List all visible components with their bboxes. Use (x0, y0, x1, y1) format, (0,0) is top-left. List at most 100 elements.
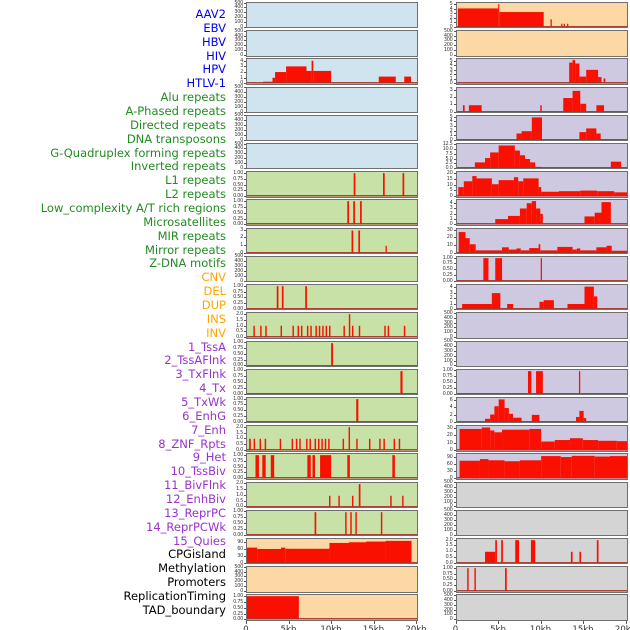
y-tick-mark (453, 35, 456, 37)
y-tick-mark (244, 190, 246, 192)
track-panel-tad-boundary (455, 594, 628, 621)
y-tick-label: 90 (446, 454, 453, 461)
y-tick-mark (453, 382, 456, 383)
y-tick-label: 3 (240, 226, 243, 233)
y-tick-label: 200 (443, 42, 453, 49)
y-tick-mark (244, 55, 246, 57)
y-tick-label: 0.75 (233, 401, 243, 408)
y-tick-label: 100 (234, 583, 243, 590)
y-tick-label: 200 (443, 521, 453, 528)
y-tick-label: 0 (449, 249, 453, 256)
y-tick-label: 500 (234, 27, 243, 34)
y-tick-label: 100 (443, 329, 453, 336)
y-tick-label: 300 (443, 488, 453, 495)
y-tick-mark (244, 2, 246, 4)
track-panel-11-bivflnk (455, 340, 628, 367)
y-tick-label: 1 (240, 241, 243, 248)
x-tick-mark (416, 621, 417, 625)
y-tick-mark (453, 327, 456, 329)
track-data-inv (457, 31, 627, 55)
track-label-7-enh: 7_Enh (191, 422, 226, 437)
y-tick-label: 15 (446, 175, 453, 182)
y-tick-label: 12.5 (442, 141, 453, 148)
y-tick-label: 200 (234, 268, 243, 275)
track-panel-a-phased-repeats (246, 199, 418, 226)
y-tick-mark (453, 400, 456, 402)
y-tick-mark (244, 101, 246, 103)
track-data-5-txwk (456, 176, 627, 197)
y-tick-mark (453, 482, 456, 484)
y-tick-label: 500 (234, 112, 243, 119)
y-tick-label: 0 (240, 277, 243, 284)
y-tick-mark (244, 206, 246, 208)
y-tick-label: 0.50 (233, 463, 243, 470)
track-label-9-het: 9_Het (192, 450, 226, 465)
y-tick-label: 0 (449, 334, 453, 341)
y-tick-mark (453, 50, 456, 52)
track-panel-cpgisland (455, 481, 628, 508)
y-tick-mark (244, 309, 246, 310)
y-tick-mark (453, 125, 456, 127)
y-tick-mark (453, 135, 456, 137)
track-panel-15-quies (455, 453, 628, 480)
track-panel-directed-repeats (246, 227, 418, 255)
y-tick-mark (244, 472, 246, 474)
y-tick-mark (244, 77, 246, 79)
y-tick-label: 1 (449, 132, 453, 139)
track-data-inverted-repeats (247, 314, 417, 338)
y-tick-mark (244, 450, 246, 452)
track-data-low-complexity-a-t-rich-regions (247, 399, 417, 423)
y-tick-label: 100 (234, 19, 243, 26)
y-tick-mark (244, 303, 246, 305)
y-tick-label: 100 (234, 47, 243, 54)
y-tick-label: 2 (449, 71, 453, 78)
y-tick-mark (244, 196, 246, 198)
track-label-htlv-1: HTLV-1 (186, 76, 226, 91)
y-tick-mark (244, 455, 246, 457)
y-tick-mark (244, 444, 246, 446)
y-tick-mark (244, 586, 246, 588)
y-tick-mark (244, 66, 246, 68)
y-tick-label: 1.0 (445, 548, 453, 555)
y-tick-mark (244, 478, 246, 480)
y-tick-mark (244, 178, 246, 180)
track-label-hiv: HIV (206, 48, 226, 63)
y-tick-label: 0.50 (233, 209, 243, 216)
track-label-13-reprpc: 13_ReprPC (164, 505, 226, 520)
y-tick-label: 0.75 (442, 570, 453, 577)
track-data-15-quies (456, 456, 627, 479)
y-tick-label: 1.00 (442, 254, 453, 261)
y-tick-mark (453, 393, 456, 395)
y-tick-mark (453, 545, 456, 547)
y-tick-mark (453, 345, 456, 347)
y-tick-mark (244, 460, 246, 462)
track-data-11-bivflnk (457, 342, 627, 366)
y-tick-label: 3 (449, 205, 453, 212)
y-tick-mark (244, 591, 246, 593)
y-tick-label: 1.0 (235, 435, 243, 442)
track-label-mirror-repeats: Mirror repeats (144, 242, 226, 257)
y-tick-label: 1.0 (235, 322, 243, 329)
y-tick-mark (244, 229, 246, 231)
y-tick-mark (244, 494, 246, 496)
track-panel-mir-repeats (246, 453, 418, 480)
y-tick-mark (453, 341, 456, 343)
track-panel-cnv (246, 537, 418, 565)
y-tick-mark (244, 12, 246, 14)
y-tick-mark (244, 280, 246, 282)
y-tick-label: 400 (443, 512, 453, 519)
track-panel-6-enhg (455, 199, 628, 226)
y-tick-mark (453, 4, 456, 6)
track-label-l1-repeats: L1 repeats (165, 173, 226, 188)
y-tick-mark (453, 471, 456, 473)
y-tick-label: 200 (443, 324, 453, 331)
y-tick-mark (244, 60, 246, 62)
y-tick-label: 2 (240, 234, 243, 241)
y-tick-label: 0.00 (233, 221, 243, 228)
y-tick-mark (453, 97, 456, 99)
y-tick-label: 20 (446, 432, 453, 439)
y-tick-label: 100 (443, 526, 453, 533)
y-tick-label: 400 (443, 32, 453, 39)
y-tick-mark (453, 370, 456, 372)
y-tick-label: 0.25 (233, 300, 243, 307)
